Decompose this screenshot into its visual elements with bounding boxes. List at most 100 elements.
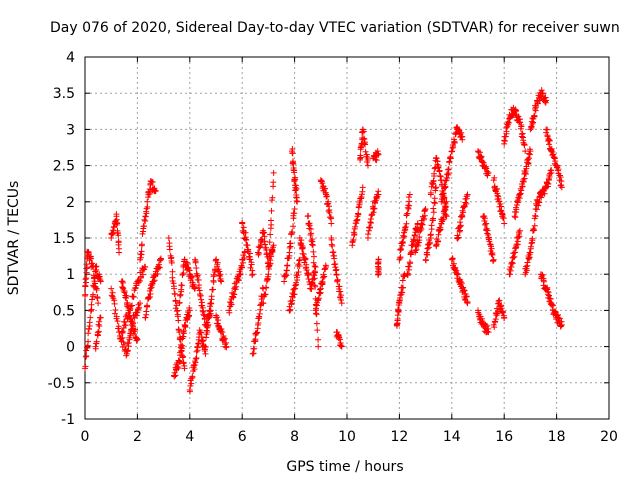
y-tick-label: 3 bbox=[66, 122, 75, 138]
data-point-interp bbox=[172, 298, 179, 305]
data-point bbox=[501, 220, 508, 227]
data-point-interp bbox=[175, 317, 182, 324]
data-point-interp bbox=[430, 177, 437, 184]
data-point-interp bbox=[311, 275, 318, 282]
data-point-interp bbox=[177, 358, 184, 365]
data-point-interp bbox=[535, 198, 542, 205]
data-point-interp bbox=[542, 99, 549, 106]
data-point-interp bbox=[507, 271, 514, 278]
data-point-interp bbox=[231, 291, 238, 298]
data-point-interp bbox=[325, 200, 332, 207]
data-point-interp bbox=[536, 199, 543, 206]
data-point-interp bbox=[558, 181, 565, 188]
data-point-interp bbox=[232, 286, 239, 293]
data-point-interp bbox=[496, 198, 503, 205]
data-point-interp bbox=[445, 166, 452, 173]
data-point-interp bbox=[210, 279, 217, 286]
data-point-interp bbox=[544, 284, 551, 291]
data-point-interp bbox=[324, 193, 331, 200]
data-point-interp bbox=[483, 329, 490, 336]
data-point-interp bbox=[88, 301, 95, 308]
data-point-interp bbox=[137, 254, 144, 261]
data-point-interp bbox=[125, 343, 132, 350]
data-point-interp bbox=[262, 291, 269, 298]
data-point-interp bbox=[450, 260, 457, 267]
data-point-interp bbox=[350, 236, 357, 243]
data-point-interp bbox=[82, 291, 89, 298]
data-point-interp bbox=[142, 213, 149, 220]
data-point-interp bbox=[540, 278, 547, 285]
data-point-interp bbox=[82, 283, 89, 290]
y-tick-label: 1 bbox=[66, 267, 75, 283]
data-point bbox=[364, 162, 371, 169]
data-point-interp bbox=[547, 295, 554, 302]
data-point-interp bbox=[484, 322, 491, 329]
data-point-interp bbox=[87, 308, 94, 315]
data-point-interp bbox=[292, 176, 299, 183]
data-point bbox=[315, 343, 322, 350]
data-point-interp bbox=[247, 256, 254, 263]
data-point-interp bbox=[175, 326, 182, 333]
data-point-interp bbox=[503, 128, 510, 135]
data-point-interp bbox=[309, 238, 316, 245]
x-axis-label: GPS time / hours bbox=[286, 459, 403, 475]
x-tick-label: 4 bbox=[185, 429, 194, 445]
data-point-interp bbox=[119, 329, 126, 336]
data-point-interp bbox=[269, 244, 276, 251]
data-point-interp bbox=[490, 258, 497, 265]
data-point-interp bbox=[166, 246, 173, 253]
data-point-interp bbox=[291, 210, 298, 217]
data-point-interp bbox=[130, 294, 137, 301]
data-point-interp bbox=[521, 175, 528, 182]
data-point-interp bbox=[303, 267, 310, 274]
data-point-interp bbox=[125, 310, 132, 317]
data-points bbox=[82, 87, 565, 395]
data-point-interp bbox=[370, 205, 377, 212]
data-point-interp bbox=[123, 293, 130, 300]
data-point-interp bbox=[526, 155, 533, 162]
x-tick-label: 0 bbox=[81, 429, 90, 445]
data-point-interp bbox=[521, 142, 528, 149]
data-point bbox=[95, 300, 102, 307]
data-point-interp bbox=[518, 187, 525, 194]
data-point-interp bbox=[189, 273, 196, 280]
data-point-interp bbox=[94, 294, 101, 301]
x-axis-ticks: 0 2 4 6 8 10 12 14 16 18 20 bbox=[81, 57, 618, 445]
data-point-interp bbox=[458, 280, 465, 287]
data-point bbox=[527, 126, 534, 133]
data-point-interp bbox=[129, 302, 136, 309]
data-point-interp bbox=[350, 229, 357, 236]
data-point-interp bbox=[189, 374, 196, 381]
data-point-interp bbox=[531, 113, 538, 120]
data-point-interp bbox=[157, 255, 164, 262]
data-point-interp bbox=[512, 107, 519, 114]
data-point-interp bbox=[108, 292, 115, 299]
data-point-interp bbox=[333, 272, 340, 279]
data-point-interp bbox=[143, 311, 150, 318]
data-point-interp bbox=[135, 279, 142, 286]
data-point-interp bbox=[374, 152, 381, 159]
data-point-interp bbox=[362, 141, 369, 148]
data-point-interp bbox=[488, 245, 495, 252]
data-point-interp bbox=[322, 185, 329, 192]
data-point-interp bbox=[488, 251, 495, 258]
x-tick-label: 12 bbox=[390, 429, 408, 445]
data-point-interp bbox=[511, 253, 518, 260]
data-point-interp bbox=[267, 260, 274, 267]
data-point-interp bbox=[85, 330, 92, 337]
data-point-interp bbox=[251, 345, 258, 352]
data-point-interp bbox=[83, 261, 90, 268]
data-point-interp bbox=[531, 222, 538, 229]
data-point-interp bbox=[371, 205, 378, 212]
data-point-interp bbox=[293, 281, 300, 288]
data-point-interp bbox=[329, 249, 336, 256]
data-point-interp bbox=[199, 304, 206, 311]
data-point-interp bbox=[557, 174, 564, 181]
x-tick-label: 18 bbox=[548, 429, 566, 445]
data-point-interp bbox=[501, 137, 508, 144]
data-point-interp bbox=[484, 328, 491, 335]
data-point-interp bbox=[550, 151, 557, 158]
data-point-interp bbox=[203, 327, 210, 334]
data-point-interp bbox=[420, 216, 427, 223]
data-point-interp bbox=[123, 352, 130, 359]
